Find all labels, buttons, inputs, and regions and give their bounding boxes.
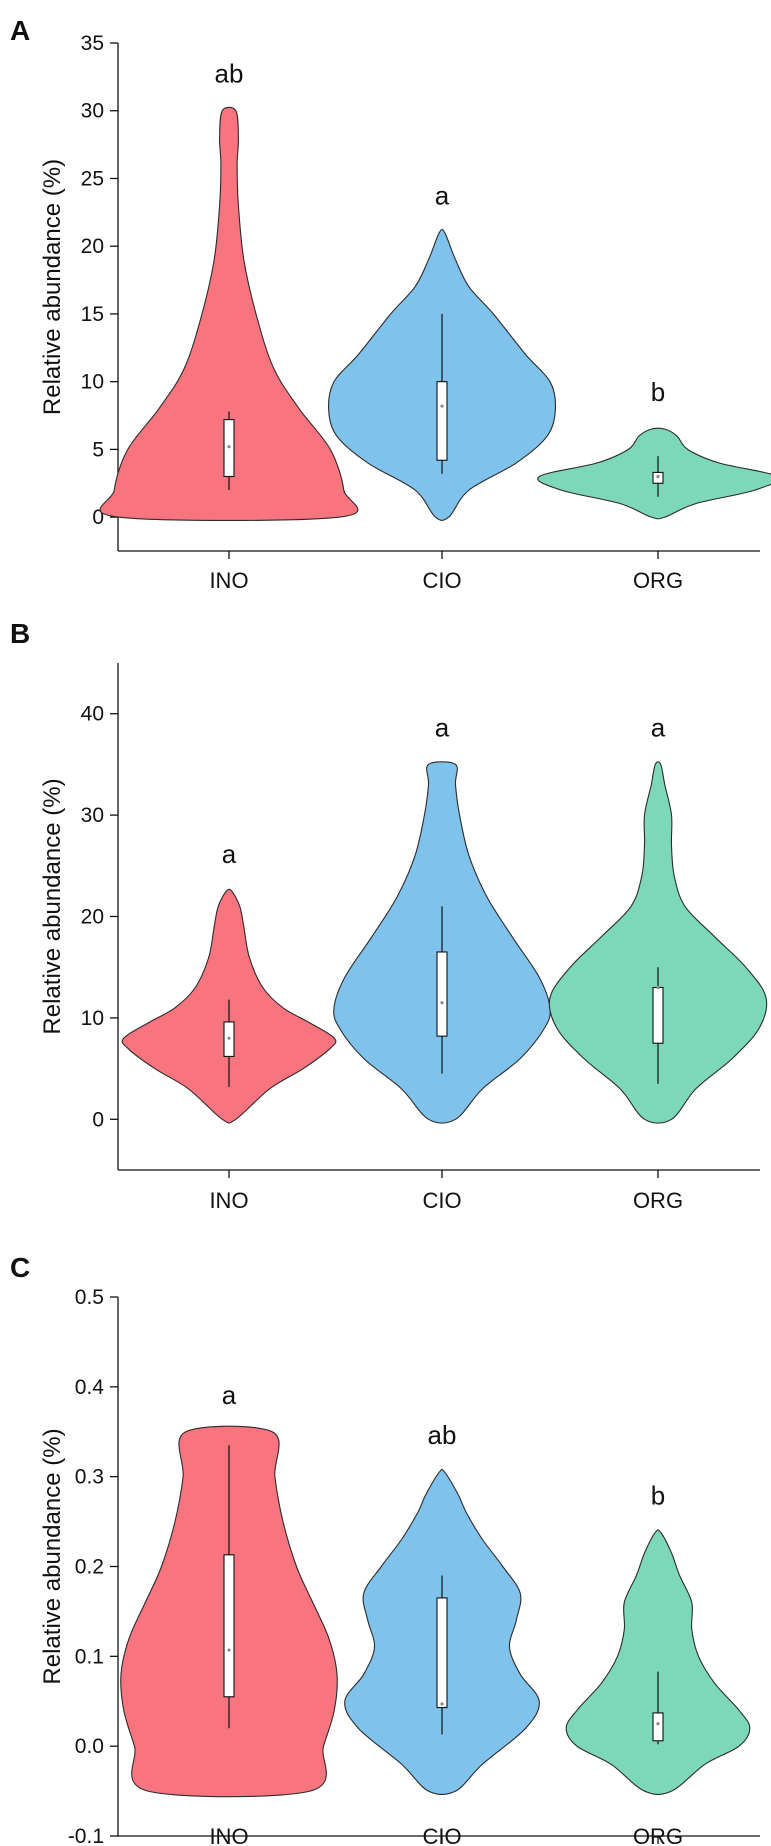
panel-C: C -0.1 0.0 0.1 0.2 0.3 0.4 0.5 Relative abundanc…: [10, 1252, 760, 1846]
significance-letter: a: [222, 839, 237, 869]
panel-B: B 0 10 20 30 40 Relative abundance (%) a INO a CIO…: [10, 618, 768, 1213]
x-tick-label: ORG: [633, 1824, 683, 1846]
y-tick-label: 0: [92, 1108, 104, 1131]
significance-letter: a: [222, 1380, 237, 1410]
significance-letter: b: [651, 377, 665, 407]
median-point: [227, 445, 231, 449]
violin-INO: ab: [99, 59, 359, 522]
y-tick-label: 10: [81, 371, 104, 394]
violin-body: [99, 106, 359, 522]
panel-letter: C: [10, 1252, 30, 1283]
x-tick-label: CIO: [422, 1188, 461, 1213]
y-tick-label: 0.2: [75, 1556, 104, 1579]
violin-body: [565, 1529, 751, 1796]
y-tick-label: -0.1: [68, 1825, 104, 1846]
y-axis-title: Relative abundance (%): [39, 1428, 66, 1684]
x-tick-label: INO: [209, 1824, 248, 1846]
violin-INO: a: [121, 839, 337, 1124]
violin-INO: a: [120, 1380, 338, 1798]
median-point: [227, 1648, 231, 1652]
y-tick-label: 5: [92, 438, 104, 461]
significance-letter: ab: [215, 59, 244, 89]
y-tick-label: 0: [92, 506, 104, 529]
iqr-box: [436, 951, 448, 1037]
significance-letter: b: [651, 1480, 665, 1510]
violin-CIO: a: [333, 712, 551, 1124]
y-tick-label: 35: [81, 32, 104, 55]
y-tick-label: 0.3: [75, 1466, 104, 1489]
iqr-box: [652, 986, 664, 1044]
significance-letter: a: [435, 181, 450, 211]
y-tick-label: 25: [81, 167, 104, 190]
x-tick-label: ORG: [633, 568, 683, 593]
x-tick-label: INO: [209, 568, 248, 593]
significance-letter: ab: [428, 1420, 457, 1450]
iqr-box: [436, 1597, 448, 1709]
y-axis-title: Relative abundance (%): [39, 159, 66, 415]
y-tick-label: 20: [81, 906, 104, 929]
x-tick-label: CIO: [422, 568, 461, 593]
y-tick-label: 40: [81, 703, 104, 726]
violin-body: [548, 761, 768, 1124]
y-tick-label: 0.1: [75, 1645, 104, 1668]
y-tick-label: 20: [81, 235, 104, 258]
median-point: [440, 1001, 444, 1005]
x-tick-label: ORG: [633, 1188, 683, 1213]
iqr-box: [436, 381, 448, 461]
x-tick-label: CIO: [422, 1824, 461, 1846]
median-point: [440, 1702, 444, 1706]
y-tick-label: 0.5: [75, 1286, 104, 1309]
y-tick-label: 30: [81, 100, 104, 123]
violin-CIO: a: [327, 181, 557, 522]
y-tick-label: 30: [81, 804, 104, 827]
y-tick-label: 10: [81, 1007, 104, 1030]
iqr-box: [223, 1554, 235, 1698]
x-tick-label: INO: [209, 1188, 248, 1213]
median-point: [656, 1722, 660, 1726]
y-axis-title: Relative abundance (%): [39, 778, 66, 1034]
violin-ORG: b: [537, 377, 771, 520]
panel-letter: A: [10, 15, 30, 46]
median-point: [656, 474, 660, 479]
significance-letter: a: [651, 712, 666, 742]
y-tick-label: 0.0: [75, 1735, 104, 1758]
median-point: [440, 404, 444, 408]
iqr-box: [652, 1712, 664, 1742]
significance-letter: a: [435, 712, 450, 742]
median-point: [656, 985, 660, 990]
median-point: [227, 1036, 231, 1040]
violin-ORG: a: [548, 712, 768, 1124]
violin-CIO: ab: [344, 1420, 540, 1796]
y-tick-label: 0.4: [75, 1376, 105, 1399]
panel-letter: B: [10, 618, 30, 649]
violin-ORG: b: [565, 1480, 751, 1796]
y-tick-label: 15: [81, 303, 104, 326]
